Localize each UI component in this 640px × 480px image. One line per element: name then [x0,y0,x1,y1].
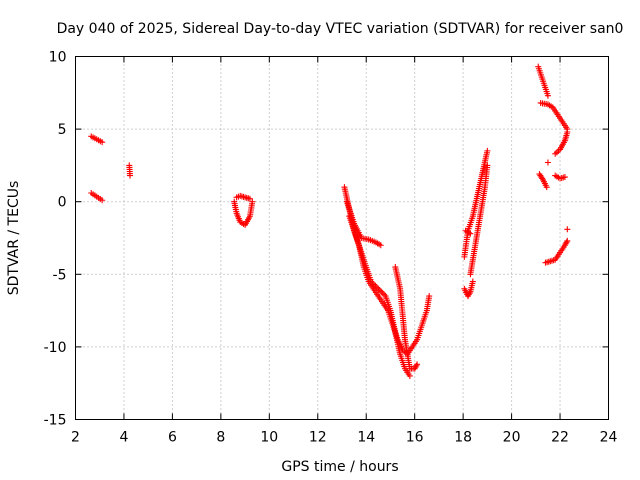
data-point [377,242,384,249]
data-point [426,293,433,300]
x-axis-tick-labels: 2 4 6 8 10 12 14 16 18 20 22 24 [71,430,617,446]
data-point [99,139,106,146]
data-point [544,159,551,166]
data-point [127,172,134,179]
axis-ticks [75,56,609,420]
y-tick-label: 0 [58,195,67,211]
x-tick-label: 20 [503,430,521,446]
chart-title: Day 040 of 2025, Sidereal Day-to-day VTE… [57,21,624,37]
data-points [88,63,571,379]
y-tick-label: -5 [53,267,67,283]
y-tick-label: -15 [44,413,67,429]
x-tick-label: 22 [551,430,569,446]
data-point [543,184,550,191]
data-point [467,230,474,237]
x-tick-label: 10 [260,430,278,446]
x-tick-label: 16 [406,430,424,446]
y-tick-label: -10 [44,340,67,356]
y-tick-label: 10 [49,50,67,66]
x-tick-label: 2 [71,430,80,446]
data-point [99,197,106,204]
data-point [406,372,413,379]
x-tick-label: 6 [168,430,177,446]
y-tick-label: 5 [58,122,67,138]
x-tick-label: 4 [119,430,128,446]
data-point [564,226,571,233]
data-point [544,92,551,99]
x-tick-label: 8 [216,430,225,446]
x-tick-label: 18 [454,430,472,446]
y-axis-label: SDTVAR / TECUs [6,181,22,296]
x-axis-label: GPS time / hours [281,459,398,475]
x-tick-label: 12 [309,430,327,446]
data-point [484,162,491,169]
x-tick-label: 24 [600,430,618,446]
data-point [564,237,571,244]
data-point [484,147,491,154]
y-axis-tick-labels: 10 5 0 -5 -10 -15 [44,50,67,429]
x-tick-label: 14 [357,430,375,446]
data-point [469,278,476,285]
data-point [561,174,568,181]
data-point [246,195,253,202]
data-point [564,129,571,136]
data-point [414,361,421,368]
plot-frame [75,56,609,420]
